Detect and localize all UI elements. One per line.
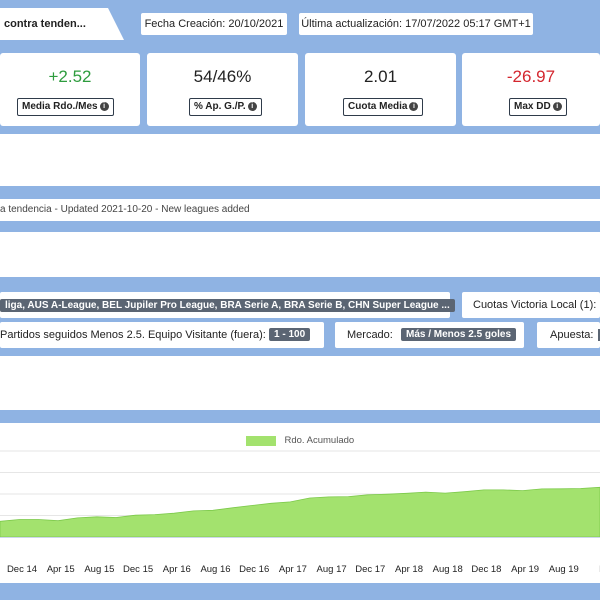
kpi-card-max-dd: -26.97 Max DD i	[462, 53, 600, 126]
strategy-title-tab[interactable]: contra tenden...	[0, 8, 124, 40]
kpi-value: -26.97	[506, 67, 556, 86]
info-icon[interactable]: i	[552, 101, 562, 111]
x-tick-label: Aug 16	[200, 564, 231, 575]
kpi-value: +2.52	[48, 67, 92, 86]
info-icon[interactable]: i	[247, 101, 257, 111]
x-tick-label: Aug 17	[316, 564, 347, 575]
leagues-tag: liga, AUS A-League, BEL Jupiler Pro Leag…	[0, 299, 455, 312]
x-tick-label: Aug 19	[548, 564, 579, 575]
x-tick-label: Dec 14	[6, 564, 38, 575]
x-tick-label: Dec 17	[355, 564, 386, 575]
matches-value-tag: 1 - 100	[269, 328, 311, 341]
last-update: Última actualización: 17/07/2022 05:17 G…	[298, 12, 534, 36]
filter-matches[interactable]: Partidos seguidos Menos 2.5. Equipo Visi…	[0, 322, 324, 348]
title-tab-shape	[0, 8, 124, 40]
market-label: Mercado:	[347, 329, 393, 341]
filter-odds[interactable]: Cuotas Victoria Local (1):	[462, 292, 600, 318]
matches-label: Partidos seguidos Menos 2.5. Equipo Visi…	[0, 329, 266, 341]
kpi-card-cuota-media: 2.01 Cuota Media i	[305, 53, 456, 126]
notes-bar: a tendencia - Updated 2021-10-20 - New l…	[0, 199, 600, 221]
market-value-tag: Más / Menos 2.5 goles	[401, 328, 517, 341]
x-tick-label: Apr 19	[511, 564, 540, 575]
legend-label: Rdo. Acumulado	[284, 435, 355, 447]
notes-text: a tendencia - Updated 2021-10-20 - New l…	[0, 204, 250, 215]
info-icon[interactable]: i	[99, 101, 109, 111]
info-icon[interactable]: i	[409, 101, 419, 111]
legend-swatch	[246, 435, 276, 446]
kpi-value: 54/46%	[193, 67, 252, 86]
x-tick-label: Apr 15	[46, 564, 75, 575]
kpi-label-button[interactable]: Media Rdo./Mes i	[17, 98, 114, 116]
kpi-card-ap: 54/46% % Ap. G./P. i	[147, 53, 298, 126]
x-tick-label: Dec 18	[471, 564, 502, 575]
content-panel	[0, 134, 600, 186]
x-tick-label: Aug 15	[84, 564, 115, 575]
kpi-label-button[interactable]: Cuota Media i	[343, 98, 424, 116]
kpi-card-media-rdo: +2.52 Media Rdo./Mes i	[0, 53, 140, 126]
x-tick-label: Apr 17	[278, 564, 307, 575]
x-tick-label: Apr 18	[395, 564, 423, 575]
filter-leagues[interactable]: liga, AUS A-League, BEL Jupiler Pro Leag…	[0, 292, 455, 318]
series-area	[0, 486, 600, 538]
x-tick-label: Dec 15	[123, 564, 154, 575]
strategy-title: contra tenden...	[4, 18, 86, 30]
odds-label: Cuotas Victoria Local (1):	[473, 299, 597, 311]
chart-panel: Rdo. Acumulado	[0, 423, 600, 583]
content-panel	[0, 232, 600, 277]
x-tick-label: Apr 16	[162, 564, 191, 575]
kpi-value: 2.01	[363, 67, 398, 86]
bet-label: Apuesta:	[550, 329, 594, 341]
chart-svg	[0, 450, 600, 538]
content-panel	[0, 356, 600, 410]
x-tick-label: Dec 16	[239, 564, 270, 575]
kpi-label-button[interactable]: Max DD i	[509, 98, 567, 116]
bet-value-edge	[598, 329, 600, 341]
filter-bet[interactable]: Apuesta:	[537, 322, 600, 348]
kpi-label-button[interactable]: % Ap. G./P. i	[189, 98, 262, 116]
filter-market[interactable]: Mercado: Más / Menos 2.5 goles	[335, 322, 524, 348]
x-tick-label: Aug 18	[432, 564, 463, 575]
creation-date: Fecha Creación: 20/10/2021	[140, 12, 288, 36]
chart-legend[interactable]: Rdo. Acumulado	[246, 432, 354, 450]
